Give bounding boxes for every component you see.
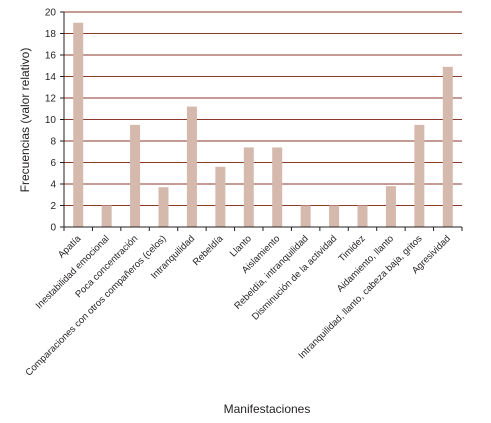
- bar: [215, 166, 226, 227]
- bar: [272, 147, 283, 227]
- bar: [385, 186, 396, 227]
- bar: [73, 22, 84, 227]
- bar: [186, 106, 197, 227]
- y-tick-label: 14: [45, 72, 57, 83]
- y-tick-label: 20: [45, 8, 57, 19]
- y-tick-labels: 0 2 4 6 8 10 12 14 16 18 20: [45, 8, 57, 234]
- bar: [130, 124, 141, 227]
- bar: [414, 124, 425, 227]
- x-tick-label: Llanto: [228, 233, 254, 259]
- x-axis-title: Manifestaciones: [224, 402, 311, 416]
- y-tick-label: 6: [50, 158, 56, 169]
- bar: [442, 66, 453, 227]
- x-tick-label: Rebeldía: [191, 233, 226, 268]
- y-tick-label: 2: [50, 201, 56, 212]
- y-tick-label: 18: [45, 29, 57, 40]
- bar: [101, 205, 112, 227]
- bars: [73, 22, 453, 227]
- bar: [329, 205, 340, 227]
- axes: [60, 11, 463, 231]
- y-tick-label: 10: [45, 115, 57, 126]
- bar: [243, 147, 254, 227]
- y-axis-title: Frecuencias (valor relativo): [18, 48, 32, 193]
- y-tick-label: 0: [50, 223, 56, 234]
- y-tick-label: 16: [45, 51, 57, 62]
- bar: [357, 205, 368, 227]
- bar: [300, 205, 311, 227]
- y-tick-label: 4: [50, 180, 56, 191]
- bar: [158, 187, 169, 227]
- y-tick-label: 12: [45, 94, 57, 105]
- y-tick-label: 8: [50, 137, 56, 148]
- gridlines: [64, 11, 462, 206]
